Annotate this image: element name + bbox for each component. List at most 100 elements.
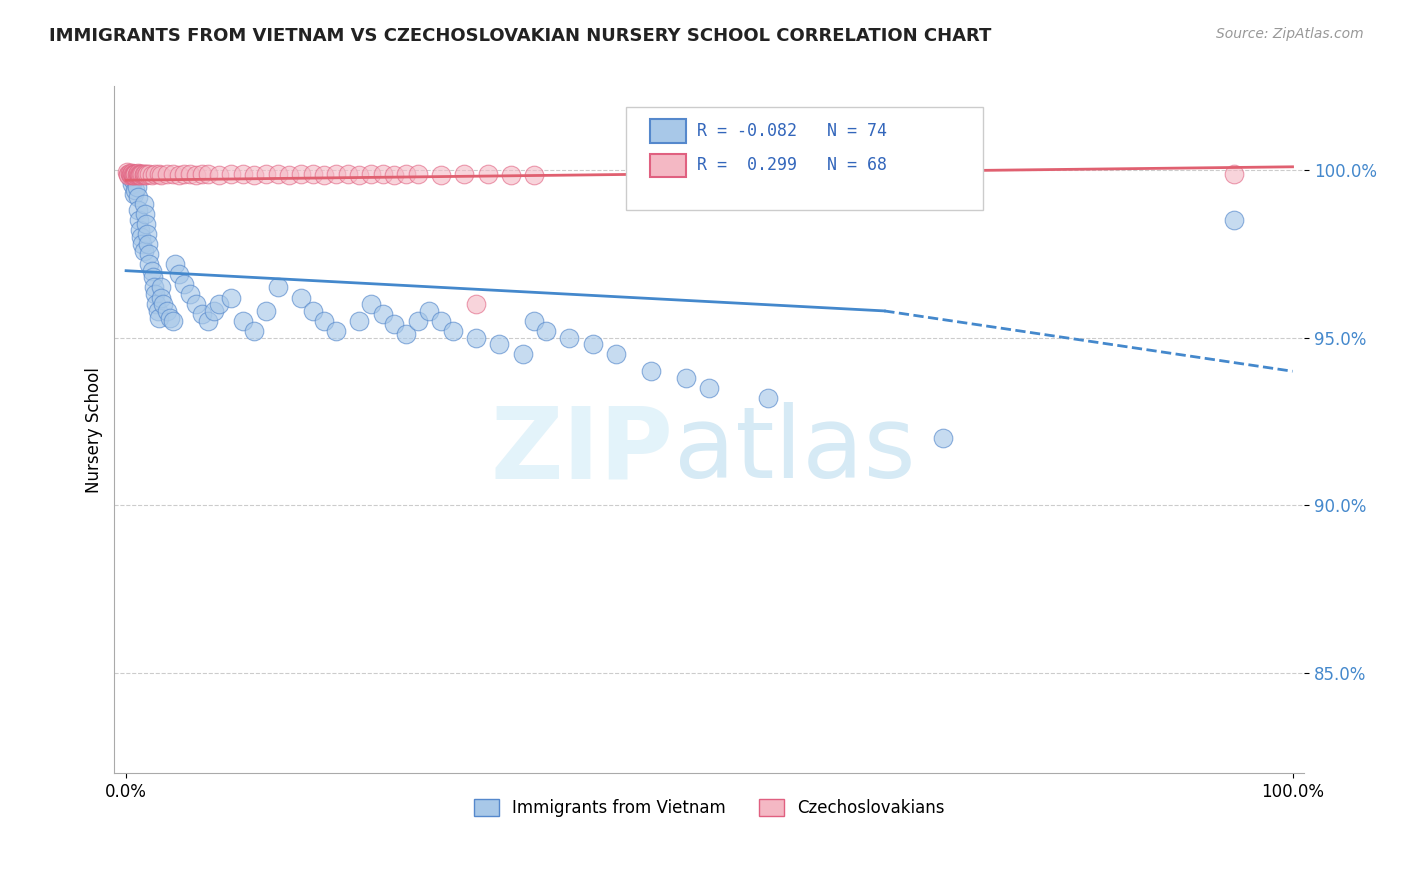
Point (523, 314, 546, 328)
Point (232, 314, 254, 328)
Point (267, 280, 290, 294)
Point (131, 167, 153, 181)
Point (582, 337, 605, 351)
Point (117, 167, 139, 181)
Point (128, 167, 150, 181)
FancyBboxPatch shape (626, 107, 983, 210)
Point (150, 291, 173, 305)
Point (125, 168, 148, 182)
Point (371, 307, 394, 321)
Point (191, 167, 214, 181)
Point (640, 364, 662, 378)
Point (477, 167, 499, 181)
Point (122, 167, 145, 181)
Point (141, 263, 163, 277)
Point (267, 167, 290, 181)
Point (120, 167, 142, 181)
Point (179, 287, 201, 301)
Point (382, 318, 405, 332)
Point (534, 324, 557, 338)
Point (931, 431, 953, 445)
Point (159, 310, 181, 325)
Point (382, 168, 405, 182)
Text: R = -0.082   N = 74: R = -0.082 N = 74 (697, 122, 887, 140)
Point (465, 331, 488, 345)
Point (243, 324, 266, 338)
Legend: Immigrants from Vietnam, Czechoslovakians: Immigrants from Vietnam, Czechoslovakian… (467, 792, 952, 823)
Text: Source: ZipAtlas.com: Source: ZipAtlas.com (1216, 27, 1364, 41)
Point (132, 196, 155, 211)
Point (134, 207, 156, 221)
Point (418, 304, 440, 318)
Point (675, 371, 697, 385)
Text: IMMIGRANTS FROM VIETNAM VS CZECHOSLOVAKIAN NURSERY SCHOOL CORRELATION CHART: IMMIGRANTS FROM VIETNAM VS CZECHOSLOVAKI… (49, 27, 991, 45)
Point (290, 291, 312, 305)
Point (138, 167, 160, 181)
Point (143, 280, 166, 294)
Point (371, 167, 394, 181)
Point (135, 217, 157, 231)
Point (135, 168, 157, 182)
Point (131, 236, 153, 251)
Point (360, 167, 382, 181)
Point (122, 173, 145, 187)
Point (138, 247, 160, 261)
Point (124, 183, 146, 197)
Point (349, 314, 371, 328)
Point (336, 167, 359, 181)
Point (165, 257, 187, 271)
Point (499, 168, 522, 182)
Point (512, 347, 534, 361)
Point (173, 167, 195, 181)
Point (202, 304, 225, 318)
Point (325, 324, 347, 338)
Point (1223, 167, 1246, 181)
Point (129, 168, 152, 182)
Point (173, 277, 195, 292)
Point (138, 257, 160, 271)
Point (430, 168, 453, 182)
Point (314, 314, 336, 328)
Point (156, 167, 179, 181)
Point (208, 297, 231, 311)
Point (360, 297, 382, 311)
Point (132, 244, 155, 258)
Point (127, 203, 149, 218)
Point (167, 267, 190, 281)
FancyBboxPatch shape (650, 120, 686, 143)
Point (349, 168, 371, 182)
Point (125, 180, 148, 194)
Point (208, 168, 231, 182)
Point (232, 167, 254, 181)
Point (148, 310, 170, 325)
Point (152, 297, 174, 311)
Text: ZIP: ZIP (491, 402, 673, 499)
Point (132, 167, 155, 181)
Point (406, 314, 429, 328)
Point (143, 167, 166, 181)
Point (488, 337, 510, 351)
Point (122, 168, 145, 182)
Point (156, 304, 179, 318)
Point (127, 190, 149, 204)
Point (191, 307, 214, 321)
Point (150, 168, 173, 182)
Point (115, 165, 138, 179)
Point (129, 223, 152, 237)
Point (122, 167, 145, 181)
Point (128, 168, 150, 182)
Point (118, 166, 141, 180)
Point (124, 167, 146, 181)
Point (197, 314, 219, 328)
Point (558, 331, 581, 345)
Point (132, 168, 155, 182)
Point (143, 287, 166, 301)
Point (121, 167, 143, 181)
Point (430, 314, 453, 328)
Point (129, 167, 152, 181)
Point (184, 297, 207, 311)
Point (127, 166, 149, 180)
Point (120, 168, 142, 182)
Point (605, 347, 627, 361)
Point (197, 167, 219, 181)
